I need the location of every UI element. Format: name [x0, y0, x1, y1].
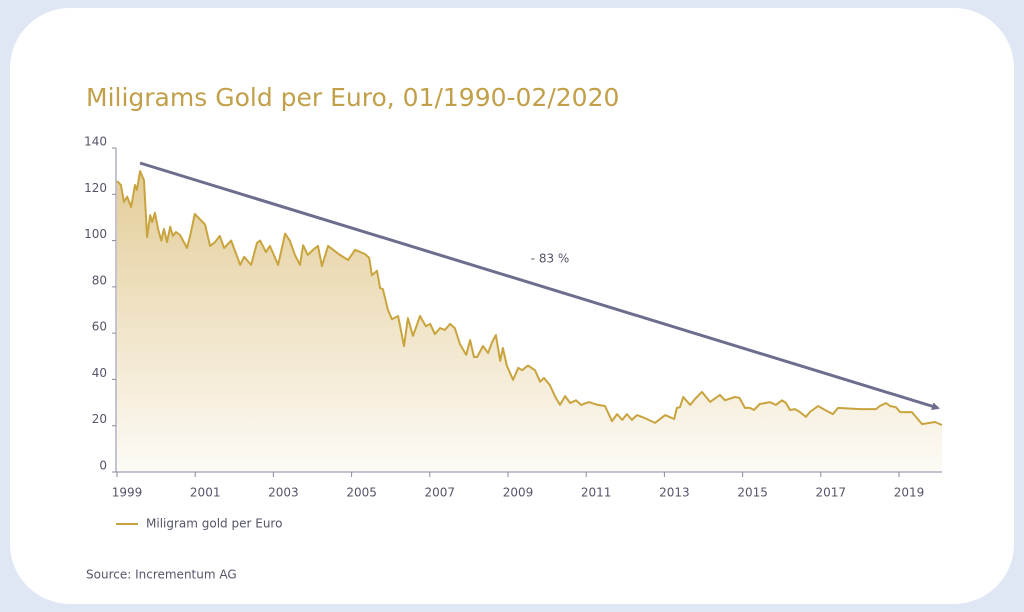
annotation: - 83 % — [531, 252, 570, 266]
x-tick-label: 2009 — [503, 486, 534, 500]
x-tick-label: 2001 — [190, 486, 221, 500]
line — [116, 170, 943, 426]
y-tick-label: 60 — [92, 320, 107, 334]
chart-title: Miligrams Gold per Euro, 01/1990-02/2020 — [86, 83, 619, 112]
x-tick-label: 2003 — [268, 486, 299, 500]
x-tick-label: 2017 — [816, 486, 847, 500]
x-tick-label: 1999 — [112, 486, 143, 500]
y-tick-label: 20 — [92, 412, 107, 426]
y-tick-label: 80 — [92, 273, 107, 287]
x-tick-label: 2019 — [894, 486, 925, 500]
y-tick-label: 140 — [84, 135, 107, 149]
x-tick-label: 2015 — [737, 486, 768, 500]
y-tick-label: 0 — [99, 459, 107, 473]
source: Source: Incrementum AG — [86, 568, 237, 582]
y-tick-label: 40 — [92, 366, 107, 380]
x-tick-label: 2013 — [659, 486, 690, 500]
area — [117, 171, 942, 472]
x-tick-label: 2007 — [425, 486, 456, 500]
y-tick-label: 120 — [84, 181, 107, 195]
trend-arrow — [139, 161, 940, 411]
y-tick-label: 100 — [84, 227, 107, 241]
x-tick-label: 2011 — [581, 486, 612, 500]
x-tick-label: 2005 — [346, 486, 377, 500]
legend-label: Miligram gold per Euro — [146, 517, 282, 531]
